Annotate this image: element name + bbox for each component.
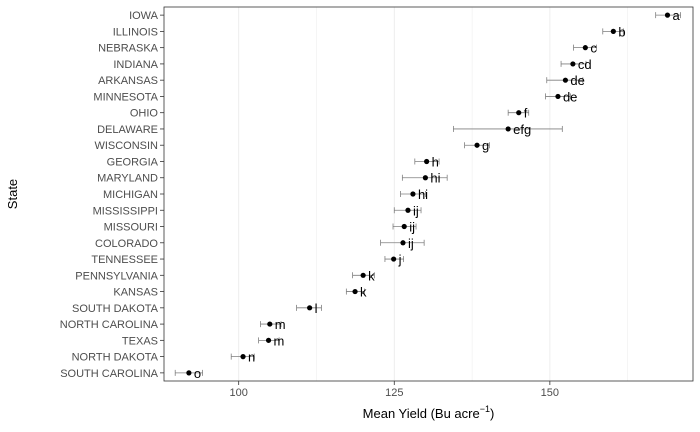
- y-tick-label: MISSISSIPPI: [93, 205, 158, 217]
- group-letter-label: m: [275, 317, 286, 332]
- mean-point: [360, 272, 366, 278]
- y-tick-label: MINNESOTA: [93, 91, 158, 103]
- y-tick-label: PENNSYLVANIA: [75, 270, 158, 282]
- mean-points: [186, 12, 671, 376]
- y-tick-label: TEXAS: [122, 335, 158, 347]
- y-tick-label: KANSAS: [113, 287, 158, 299]
- mean-point: [307, 305, 313, 311]
- mean-point: [555, 93, 561, 100]
- mean-point: [516, 110, 522, 116]
- y-tick-label: ILLINOIS: [113, 26, 158, 38]
- group-letter-label: ij: [408, 236, 414, 251]
- mean-point: [505, 126, 511, 132]
- group-letter-label: k: [360, 285, 367, 300]
- x-axis-title: Mean Yield (Bu acre−1): [363, 404, 495, 421]
- y-tick-label: DELAWARE: [97, 124, 158, 136]
- mean-point: [424, 158, 430, 165]
- y-axis-ticks: IOWA ILLINOIS NEBRASKA INDIANA ARKANSAS MINNE…: [60, 10, 164, 380]
- group-letter-label: b: [618, 24, 625, 39]
- mean-point: [240, 354, 246, 360]
- x-axis-title-superscript: −1: [480, 404, 490, 414]
- y-tick-label: MICHIGAN: [103, 189, 158, 201]
- group-letter-label: ij: [409, 220, 415, 235]
- group-letter-label: o: [194, 366, 201, 381]
- group-letter-label: l: [315, 301, 318, 316]
- group-letter-label: de: [570, 73, 584, 88]
- y-tick-label: TENNESSEE: [91, 254, 158, 266]
- mean-point: [405, 207, 411, 213]
- group-letter-label: f: [524, 106, 528, 121]
- group-letter-label: a: [672, 8, 680, 23]
- y-tick-label: GEORGIA: [107, 156, 159, 168]
- group-letter-label: c: [590, 41, 597, 56]
- y-tick-label: MARYLAND: [97, 173, 158, 185]
- group-letter-label: g: [482, 138, 489, 153]
- y-tick-label: INDIANA: [113, 59, 158, 71]
- mean-point: [186, 370, 192, 376]
- x-axis-title-suffix: ): [490, 406, 494, 421]
- mean-point: [582, 45, 588, 51]
- group-letter-label: h: [432, 154, 439, 169]
- y-tick-label: ARKANSAS: [98, 75, 158, 87]
- mean-point: [400, 240, 406, 246]
- mean-point: [422, 175, 428, 181]
- x-tick-label: 125: [385, 387, 403, 399]
- x-axis-ticks: 100 125 150: [230, 381, 559, 399]
- group-letter-label: m: [274, 333, 285, 348]
- y-tick-label: IOWA: [129, 10, 159, 22]
- x-tick-label: 150: [541, 387, 559, 399]
- y-tick-label: SOUTH CAROLINA: [60, 368, 158, 380]
- y-tick-label: COLORADO: [95, 238, 158, 250]
- mean-point: [401, 223, 407, 230]
- y-tick-label: OHIO: [130, 108, 159, 120]
- group-letter-label: efg: [513, 122, 531, 137]
- y-tick-label: WISCONSIN: [94, 140, 158, 152]
- mean-point: [562, 77, 569, 83]
- y-tick-label: MISSOURI: [104, 222, 158, 234]
- y-tick-label: NEBRASKA: [98, 43, 159, 55]
- group-letter-label: cd: [578, 57, 592, 72]
- mean-point: [570, 61, 576, 67]
- group-letter-label: hi: [430, 171, 440, 186]
- grid-lines: [238, 7, 628, 381]
- group-letter-label: hi: [418, 187, 428, 202]
- y-tick-label: NORTH DAKOTA: [72, 352, 159, 364]
- y-tick-label: NORTH CAROLINA: [60, 319, 159, 331]
- group-letter-label: ij: [413, 203, 419, 218]
- mean-point: [610, 28, 616, 34]
- group-letter-label: j: [398, 252, 402, 267]
- y-tick-label: SOUTH DAKOTA: [72, 303, 159, 315]
- mean-point: [391, 256, 397, 262]
- x-tick-label: 100: [230, 387, 248, 399]
- mean-point: [410, 191, 416, 197]
- mean-point: [664, 12, 671, 18]
- mean-point: [267, 321, 273, 327]
- group-letter-label: k: [368, 268, 375, 283]
- mean-point: [265, 337, 272, 343]
- y-axis-title: State: [5, 179, 20, 209]
- mean-point: [352, 288, 358, 295]
- mean-point: [474, 142, 480, 148]
- group-letter-label: n: [248, 350, 255, 365]
- x-axis-title-main: Mean Yield (Bu acre: [363, 406, 480, 421]
- group-letter-label: de: [563, 89, 577, 104]
